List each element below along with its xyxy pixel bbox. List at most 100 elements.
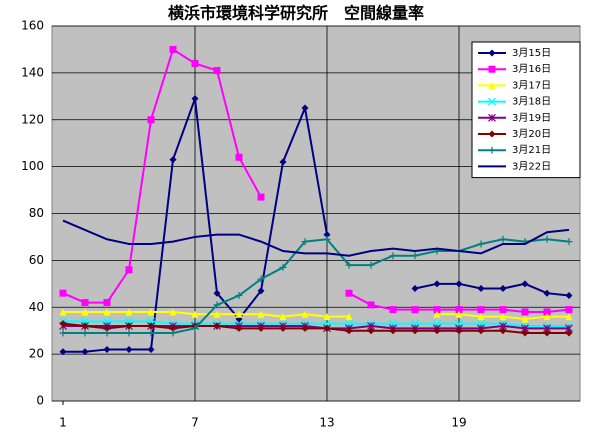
- marker: [565, 238, 573, 246]
- marker: [169, 329, 177, 337]
- marker: [301, 238, 309, 246]
- marker: [147, 308, 155, 316]
- marker: [543, 289, 551, 297]
- marker: [455, 306, 463, 314]
- marker: [213, 289, 221, 297]
- marker: [257, 287, 265, 295]
- marker: [477, 306, 485, 314]
- marker: [565, 292, 573, 300]
- marker: [499, 327, 507, 335]
- marker: [477, 240, 485, 248]
- marker: [279, 313, 287, 321]
- marker: [59, 329, 67, 337]
- marker: [433, 280, 441, 288]
- marker: [235, 310, 243, 318]
- marker: [59, 320, 67, 328]
- marker: [125, 329, 133, 337]
- x-tick-label: 1: [59, 416, 67, 430]
- marker: [59, 289, 67, 297]
- legend-label: 3月22日: [512, 160, 551, 172]
- marker: [279, 263, 287, 271]
- marker: [213, 301, 221, 309]
- legend: 3月15日 3月16日 3月17日 3月18日 3月19日 3月20日 3月21日 3月22日: [471, 41, 581, 179]
- marker: [345, 313, 353, 321]
- marker: [345, 261, 353, 269]
- marker: [301, 310, 309, 318]
- marker: [345, 327, 353, 335]
- marker: [213, 322, 221, 330]
- marker: [367, 327, 375, 335]
- marker: [488, 49, 496, 57]
- marker: [191, 95, 199, 103]
- series-line: [62, 219, 570, 257]
- marker: [125, 266, 133, 274]
- marker: [433, 310, 441, 318]
- marker: [499, 306, 507, 314]
- marker: [257, 275, 265, 283]
- marker: [455, 327, 463, 335]
- marker: [521, 329, 529, 337]
- marker: [543, 313, 551, 321]
- marker: [191, 310, 199, 318]
- y-tick-label: 60: [29, 253, 44, 267]
- marker: [323, 231, 331, 239]
- marker: [213, 310, 221, 318]
- marker: [389, 327, 397, 335]
- marker: [323, 235, 331, 243]
- marker: [103, 299, 111, 307]
- marker: [521, 280, 529, 288]
- marker: [257, 193, 265, 201]
- marker: [147, 329, 155, 337]
- x-tick-label: 7: [191, 416, 199, 430]
- marker: [235, 292, 243, 300]
- chart-title: 横浜市環境科学研究所 空間線量率: [168, 4, 424, 23]
- marker: [543, 308, 551, 316]
- marker: [169, 45, 177, 53]
- marker: [565, 329, 573, 337]
- marker: [169, 324, 177, 332]
- legend-label: 3月15日: [512, 47, 551, 59]
- legend-label: 3月19日: [512, 112, 551, 124]
- marker: [191, 60, 199, 67]
- legend-label: 3月20日: [512, 128, 551, 140]
- marker: [81, 329, 89, 337]
- marker: [235, 153, 243, 161]
- marker: [411, 306, 419, 314]
- marker: [477, 285, 485, 292]
- marker: [488, 81, 496, 89]
- y-tick-label: 160: [21, 19, 44, 33]
- marker: [191, 324, 199, 332]
- marker: [125, 308, 133, 316]
- series-line: [63, 238, 570, 335]
- marker: [301, 324, 309, 332]
- marker: [477, 327, 485, 335]
- series-line: [63, 320, 569, 327]
- marker: [81, 299, 89, 307]
- marker: [103, 308, 111, 316]
- marker: [301, 104, 309, 112]
- y-tick-label: 120: [21, 112, 44, 126]
- marker: [279, 158, 287, 166]
- legend-label: 3月17日: [512, 79, 551, 91]
- marker: [147, 345, 155, 353]
- marker: [81, 308, 89, 316]
- marker: [411, 252, 419, 260]
- marker: [389, 306, 397, 314]
- marker: [389, 252, 397, 260]
- marker: [521, 308, 529, 316]
- marker: [565, 306, 573, 314]
- marker: [455, 310, 463, 318]
- legend-label: 3月21日: [512, 144, 551, 156]
- series-line: [62, 322, 569, 335]
- marker: [147, 116, 155, 124]
- marker: [499, 285, 507, 292]
- marker: [488, 146, 496, 154]
- legend-label: 3月16日: [512, 63, 551, 75]
- marker: [59, 308, 67, 316]
- marker: [565, 313, 573, 321]
- y-tick-label: 20: [29, 347, 44, 361]
- marker: [543, 329, 551, 337]
- marker: [521, 315, 529, 323]
- marker: [59, 348, 67, 356]
